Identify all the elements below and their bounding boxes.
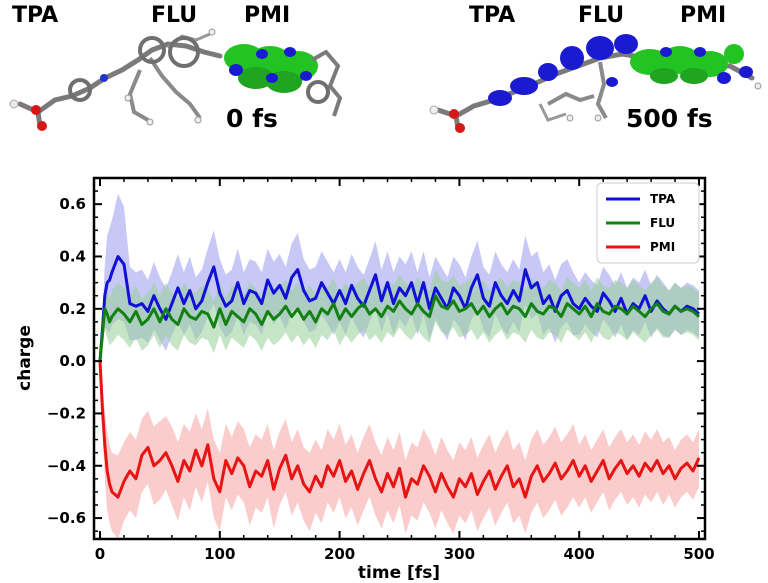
x-tick-label: 400 bbox=[564, 545, 595, 563]
fragment-label-flu-2: FLU bbox=[578, 3, 624, 28]
fragment-label-tpa-2: TPA bbox=[469, 3, 515, 28]
legend-label-flu: FLU bbox=[650, 216, 675, 230]
y-tick-label: −0.2 bbox=[47, 404, 86, 422]
molecule-structure-500fs bbox=[429, 34, 762, 133]
series-lines bbox=[98, 255, 701, 499]
x-tick-label: 500 bbox=[683, 545, 714, 563]
y-tick-label: 0.6 bbox=[59, 195, 86, 213]
y-tick-label: 0.0 bbox=[59, 352, 86, 370]
legend-label-tpa: TPA bbox=[650, 192, 676, 206]
y-axis-label: charge bbox=[15, 325, 35, 391]
charge-chart: 0 100 200 300 400 500 −0.6 −0.4 −0.2 0.0 0.2 0.4 0.… bbox=[15, 176, 715, 583]
y-tick-label: −0.4 bbox=[47, 457, 86, 475]
snapshot-500fs: TPA FLU PMI bbox=[429, 3, 762, 133]
x-tick-label: 0 bbox=[95, 545, 105, 563]
line-pmi bbox=[98, 361, 701, 499]
density-isosurface-0fs bbox=[224, 44, 318, 93]
y-axis-ticks: −0.6 −0.4 −0.2 0.0 0.2 0.4 0.6 bbox=[47, 190, 705, 532]
snapshot-0fs: TPA FLU PMI bbox=[9, 3, 343, 133]
fragment-label-pmi-2: PMI bbox=[680, 3, 726, 28]
line-flu bbox=[98, 294, 700, 362]
y-tick-label: 0.4 bbox=[59, 247, 86, 265]
plot-frame bbox=[92, 176, 707, 541]
legend: TPA FLU PMI bbox=[596, 182, 700, 264]
x-tick-label: 300 bbox=[444, 545, 475, 563]
x-axis-label: time [fs] bbox=[358, 563, 440, 583]
x-axis-ticks: 0 100 200 300 400 500 bbox=[95, 178, 715, 563]
molecule-structure-0fs bbox=[9, 28, 343, 131]
fragment-label-pmi: PMI bbox=[244, 3, 290, 28]
x-tick-label: 100 bbox=[204, 545, 235, 563]
fragment-label-tpa: TPA bbox=[12, 3, 58, 28]
band-pmi bbox=[100, 361, 699, 539]
y-tick-label: −0.6 bbox=[47, 509, 86, 527]
legend-box bbox=[596, 182, 700, 264]
y-tick-label: 0.2 bbox=[59, 300, 86, 318]
time-label-0fs: 0 fs bbox=[226, 104, 278, 133]
x-tick-label: 200 bbox=[324, 545, 355, 563]
line-tpa bbox=[98, 255, 700, 362]
legend-label-pmi: PMI bbox=[650, 240, 675, 254]
fragment-label-flu: FLU bbox=[151, 3, 197, 28]
time-label-500fs: 500 fs bbox=[626, 104, 713, 133]
density-isosurface-500fs bbox=[488, 34, 753, 106]
